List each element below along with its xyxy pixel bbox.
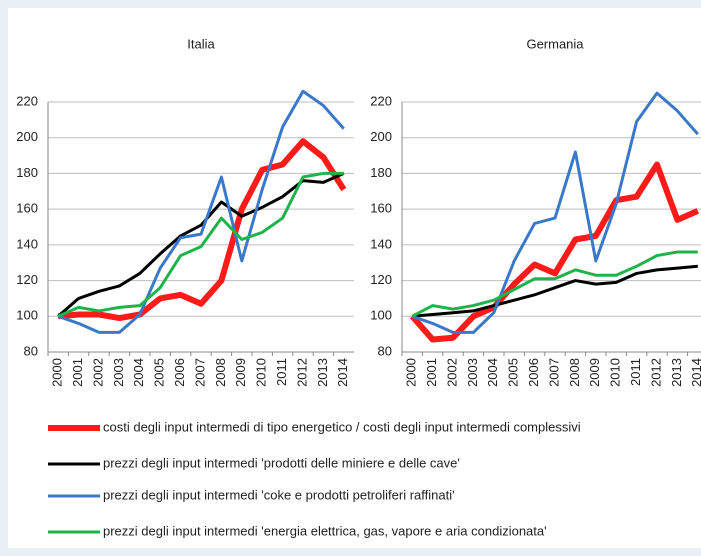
y-tick-label: 180: [370, 165, 392, 180]
y-tick-label: 200: [370, 129, 392, 144]
panel: [8, 8, 701, 548]
y-tick-label: 220: [16, 93, 38, 108]
legend-label: prezzi degli input intermedi 'coke e pro…: [103, 487, 455, 502]
series-line: [57, 171, 344, 318]
x-tick-label: 2012: [648, 358, 663, 387]
y-tick-label: 80: [24, 343, 38, 358]
legend-label: costi degli input intermedi di tipo ener…: [103, 419, 581, 434]
series-line: [57, 172, 345, 318]
x-tick-label: 2013: [315, 358, 330, 387]
x-tick-label: 2009: [587, 358, 602, 387]
x-tick-label: 2010: [608, 358, 623, 387]
x-tick-label: 2008: [213, 358, 228, 387]
x-tick-label: 2012: [294, 358, 309, 387]
y-tick-label: 120: [16, 272, 38, 287]
x-tick-label: 2013: [669, 358, 684, 387]
x-tick-label: 2003: [111, 358, 126, 387]
series-line: [409, 161, 700, 343]
y-tick-label: 160: [16, 201, 38, 216]
series-line: [412, 264, 698, 318]
y-tick-label: 220: [370, 93, 392, 108]
legend-label: prezzi degli input intermedi 'energia el…: [103, 523, 547, 538]
x-tick-label: 2011: [274, 358, 289, 386]
x-tick-label: 2003: [465, 358, 480, 387]
legend-label: prezzi degli input intermedi 'prodotti d…: [103, 455, 460, 470]
y-tick-label: 80: [378, 343, 392, 358]
x-tick-label: 2007: [546, 358, 561, 387]
x-tick-label: 2001: [70, 358, 85, 387]
x-tick-label: 2005: [506, 358, 521, 387]
x-tick-label: 2010: [254, 358, 269, 387]
y-tick-label: 100: [16, 308, 38, 323]
x-tick-label: 2014: [335, 358, 350, 387]
x-tick-label: 2000: [50, 358, 65, 387]
x-tick-label: 2005: [152, 358, 167, 387]
x-tick-label: 2004: [485, 358, 500, 387]
x-tick-label: 2006: [526, 358, 541, 387]
x-tick-label: 2002: [444, 358, 459, 387]
series-line: [411, 250, 698, 318]
x-tick-label: 2008: [567, 358, 582, 387]
series-line: [57, 89, 345, 334]
x-tick-label: 2002: [90, 358, 105, 387]
y-tick-label: 180: [16, 165, 38, 180]
y-tick-label: 140: [16, 236, 38, 251]
x-tick-label: 2001: [424, 358, 439, 387]
series-line: [411, 91, 699, 334]
x-tick-label: 2009: [233, 358, 248, 387]
y-tick-label: 200: [16, 129, 38, 144]
y-tick-label: 100: [370, 308, 392, 323]
chart-title: Germania: [526, 36, 584, 51]
x-tick-label: 2007: [192, 358, 207, 387]
y-tick-label: 160: [370, 201, 392, 216]
series-line: [57, 138, 347, 322]
chart-title: Italia: [187, 36, 215, 51]
x-tick-label: 2011: [628, 358, 643, 386]
y-tick-label: 140: [370, 236, 392, 251]
x-tick-label: 2004: [131, 358, 146, 387]
x-tick-label: 2014: [689, 358, 701, 387]
x-tick-label: 2006: [172, 358, 187, 387]
y-tick-label: 120: [370, 272, 392, 287]
x-tick-label: 2000: [404, 358, 419, 387]
